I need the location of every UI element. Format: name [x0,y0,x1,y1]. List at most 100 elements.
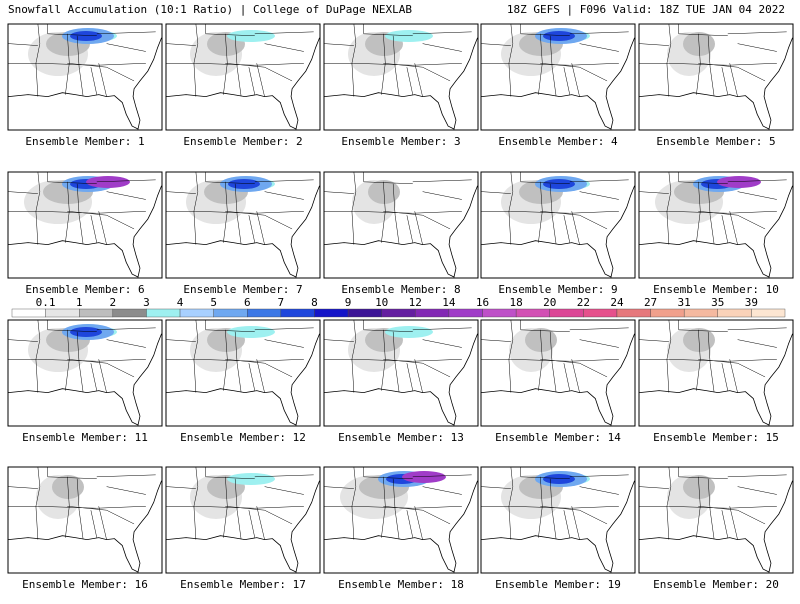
colorbar-swatch [616,308,651,318]
panel-label: Ensemble Member: 11 [22,431,148,444]
colorbar-label: 24 [610,296,624,309]
map-panel [165,319,321,427]
colorbar-label: 3 [143,296,150,309]
colorbar-swatch [549,308,584,318]
colorbar-label: 22 [577,296,590,309]
panel-label: Ensemble Member: 1 [25,135,144,148]
colorbar-label: 35 [711,296,724,309]
colorbar-label: 7 [278,296,285,309]
panel-border [7,466,163,574]
panel-border [323,466,479,574]
colorbar-swatch [347,308,382,318]
colorbar-swatch [146,308,181,318]
colorbar-swatch [650,308,685,318]
map-panel [480,23,636,131]
panel-label: Ensemble Member: 12 [180,431,306,444]
map-panel [7,23,163,131]
colorbar-swatch [751,308,786,318]
colorbar-swatch [448,308,483,318]
panel-border [165,319,321,427]
panel-border [638,23,794,131]
panel-label: Ensemble Member: 17 [180,578,306,591]
panel-label: Ensemble Member: 7 [183,283,302,296]
map-panel [165,466,321,574]
map-panel [480,466,636,574]
panel-border [323,171,479,279]
panel-label: Ensemble Member: 2 [183,135,302,148]
colorbar-swatch [213,308,248,318]
colorbar-label: 16 [476,296,489,309]
panel-label: Ensemble Member: 20 [653,578,779,591]
colorbar: 0.1 1 2 3 4 5 6 7 8 9 10 12 14 16 18 20 22 24 27 31 35 39 [11,296,786,318]
panel-label: Ensemble Member: 5 [656,135,775,148]
colorbar-label: 6 [244,296,251,309]
panel-border [638,171,794,279]
panel-border [165,466,321,574]
map-panel [323,466,479,574]
panel-label: Ensemble Member: 10 [653,283,779,296]
panel-label: Ensemble Member: 14 [495,431,621,444]
colorbar-label: 8 [311,296,318,309]
colorbar-label: 18 [510,296,523,309]
colorbar-label: 0.1 [36,296,56,309]
panel-label: Ensemble Member: 6 [25,283,144,296]
colorbar-swatch [482,308,517,318]
panel-border [480,319,636,427]
colorbar-swatch [79,308,114,318]
map-panel [7,319,163,427]
colorbar-label: 20 [543,296,556,309]
panel-border [165,23,321,131]
panel-border [323,23,479,131]
colorbar-swatch [717,308,752,318]
panel-border [480,171,636,279]
panel-label: Ensemble Member: 4 [498,135,618,148]
panel-grid: Ensemble Member: 1 Ensemble Member: 2 Ense… [7,23,794,591]
map-panel [165,23,321,131]
panel-label: Ensemble Member: 15 [653,431,779,444]
title-right: 18Z GEFS | F096 Valid: 18Z TUE JAN 04 20… [507,3,785,16]
panel-label: Ensemble Member: 18 [338,578,464,591]
colorbar-label: 9 [345,296,352,309]
map-panel [480,171,636,279]
colorbar-swatch [515,308,550,318]
panel-label: Ensemble Member: 8 [341,283,460,296]
map-panel [165,171,321,279]
colorbar-label: 27 [644,296,657,309]
map-panel [7,466,163,574]
panel-label: Ensemble Member: 9 [498,283,617,296]
panel-label: Ensemble Member: 16 [22,578,148,591]
colorbar-swatch [381,308,416,318]
map-panel [7,171,163,279]
map-panel [323,171,479,279]
colorbar-swatch [179,308,214,318]
colorbar-label: 10 [375,296,388,309]
colorbar-label: 14 [442,296,456,309]
panel-border [480,466,636,574]
panel-border [7,319,163,427]
colorbar-label: 2 [110,296,117,309]
panel-border [7,23,163,131]
title-left: Snowfall Accumulation (10:1 Ratio) | Col… [8,3,412,16]
panel-label: Ensemble Member: 13 [338,431,464,444]
colorbar-swatch [415,308,450,318]
colorbar-label: 4 [177,296,184,309]
map-panel [480,319,636,427]
panel-border [7,171,163,279]
panel-label: Ensemble Member: 3 [341,135,460,148]
colorbar-swatch [11,308,46,318]
colorbar-label: 5 [210,296,217,309]
panel-border [480,23,636,131]
colorbar-swatch [112,308,147,318]
panel-border [323,319,479,427]
panel-border [165,171,321,279]
panel-border [638,466,794,574]
colorbar-swatch [683,308,718,318]
panel-label: Ensemble Member: 19 [495,578,621,591]
colorbar-swatch [45,308,80,318]
colorbar-swatch [247,308,282,318]
colorbar-swatch [314,308,349,318]
colorbar-swatch [583,308,618,318]
colorbar-label: 39 [745,296,758,309]
map-panel [638,319,794,427]
